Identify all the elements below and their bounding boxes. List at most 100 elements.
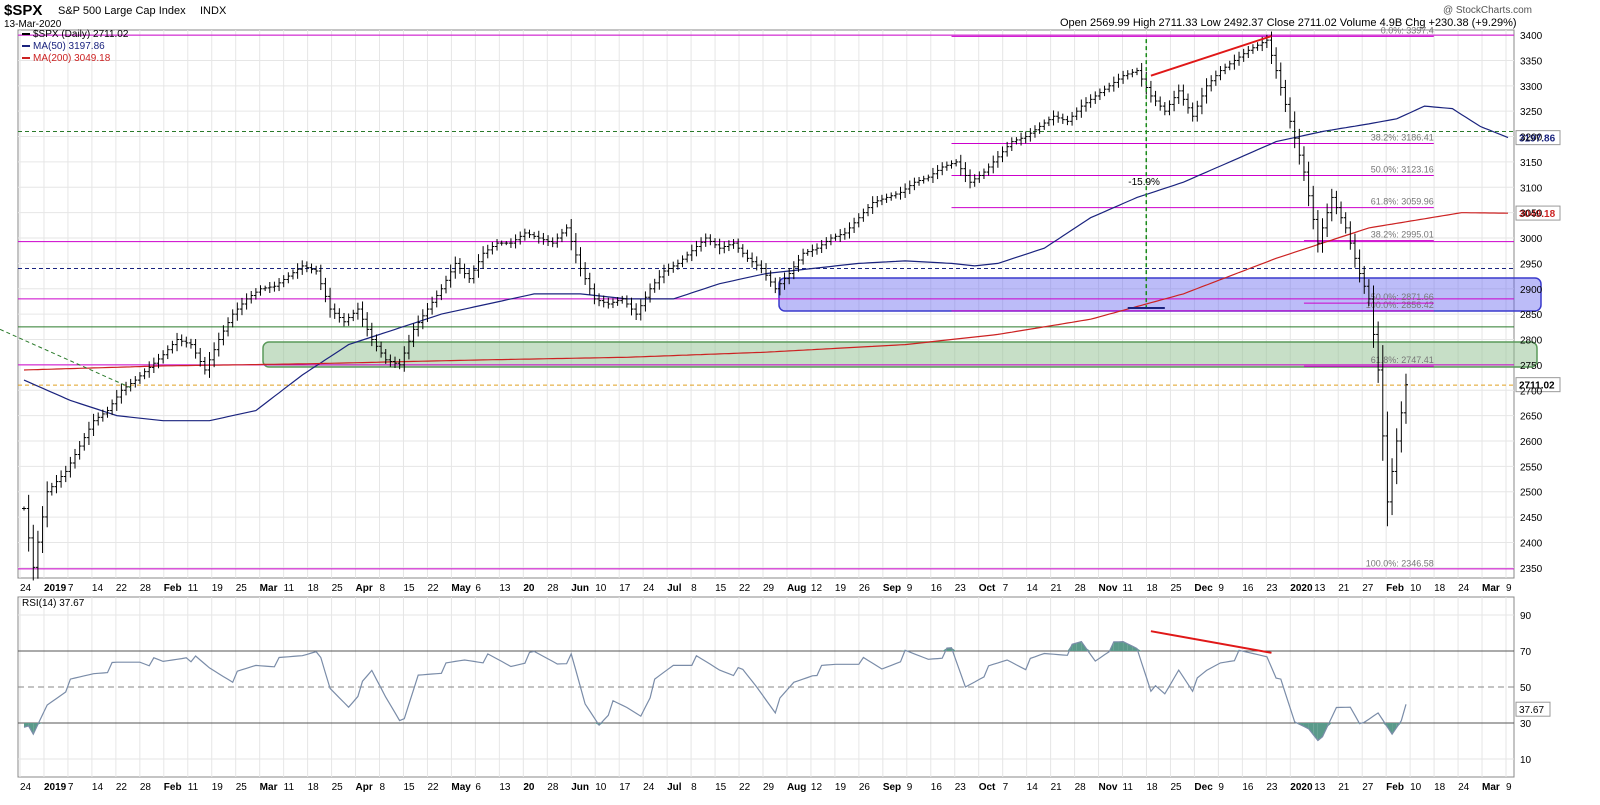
ma200-price-tag-box: [1515, 205, 1561, 221]
chg-label: Chg: [1405, 17, 1425, 29]
y-tick-label: 3350: [1520, 56, 1543, 67]
y-tick-label: 2850: [1520, 310, 1543, 321]
rsi-oversold-fill: [1308, 723, 1314, 735]
price-panel: [17, 29, 1515, 579]
price-grid: [18, 30, 1514, 578]
x-tick-label: 11: [1123, 782, 1134, 793]
x-tick-label: Mar: [1482, 782, 1500, 793]
x-tick-label: 25: [1170, 782, 1182, 793]
x-tick-label: Sep: [883, 782, 901, 793]
rsi-oversold-fill: [1392, 723, 1397, 735]
x-tick-label: Mar: [1482, 583, 1500, 594]
x-tick-label: 6: [475, 782, 481, 793]
y-tick-label: 3050: [1520, 209, 1543, 220]
x-tick-label: 8: [380, 782, 386, 793]
rsi-oversold-fill: [1303, 723, 1309, 729]
fib-label: 38.2%: 3186.41: [1371, 132, 1434, 142]
x-tick-label: 24: [1458, 583, 1470, 594]
x-tick-label: 23: [955, 782, 967, 793]
last-price-tag-box: [1515, 377, 1561, 393]
fib-label: 100.0%: 2346.58: [1366, 559, 1434, 569]
price-x-axis: 24 2019 7 14 22 28 Feb 11 19 25 Mar 11 18 25 Apr 8 15 22 M…: [20, 583, 1512, 594]
x-tick-label: 17: [619, 583, 631, 594]
x-tick-label: Mar: [260, 782, 278, 793]
x-tick-label: Feb: [1386, 583, 1404, 594]
drop-label: -15.9%: [1128, 177, 1160, 188]
volume-value: 4.9B: [1380, 17, 1403, 29]
ma200-price-tag: 3049.18: [1519, 209, 1556, 220]
x-tick-label: 28: [140, 583, 152, 594]
x-tick-label: 12: [811, 782, 823, 793]
fib-label: 100.0%: 2856.42: [1366, 300, 1434, 310]
x-tick-label: 22: [427, 782, 439, 793]
x-tick-label: 28: [547, 583, 559, 594]
x-tick-label: 22: [116, 782, 128, 793]
x-tick-label: 26: [859, 583, 871, 594]
x-tick-label: 15: [403, 583, 415, 594]
y-tick-label: 2350: [1520, 564, 1543, 575]
rsi-overbought-fill: [1234, 650, 1240, 651]
x-tick-label: 2020: [1290, 782, 1313, 793]
index-name: S&P 500 Large Cap Index: [58, 5, 186, 17]
x-tick-label: 8: [691, 583, 697, 594]
x-tick-label: 11: [188, 583, 199, 594]
x-tick-label: 9: [907, 583, 913, 594]
ma50-price-tag: 3197.86: [1519, 134, 1556, 145]
rsi-x-axis: 24 2019 7 14 22 28 Feb 11 19 25 Mar 11 18 25 Apr 8 15 22 M…: [20, 782, 1512, 793]
x-tick-label: 7: [1003, 782, 1009, 793]
ohlc-readout: Open 2569.99 High 2711.33 Low 2492.37 Cl…: [1060, 17, 1517, 29]
fib-label: 61.8%: 2747.41: [1371, 355, 1434, 365]
x-tick-label: 18: [1434, 782, 1446, 793]
rsi-value-tag: 37.67: [1519, 705, 1544, 716]
divergence-line-price: [1150, 35, 1272, 77]
x-tick-label: 18: [1146, 583, 1158, 594]
rsi-value-tag-box: [1515, 701, 1551, 717]
ohlc-bars: [22, 31, 1408, 581]
rsi-oversold-fill: [37, 723, 43, 725]
x-tick-label: 13: [499, 782, 511, 793]
x-tick-label: 24: [1458, 782, 1470, 793]
high-value: 2711.33: [1159, 17, 1198, 29]
rsi-overbought-fill: [1072, 642, 1077, 651]
x-tick-label: 16: [931, 583, 943, 594]
rsi-line: [23, 640, 1407, 742]
x-tick-label: 17: [619, 782, 631, 793]
y-tick-label: 2950: [1520, 259, 1543, 270]
x-tick-label: Feb: [1386, 782, 1404, 793]
x-tick-label: 25: [1170, 583, 1182, 594]
watermark: @ StockCharts.com: [1443, 5, 1532, 16]
support-zone-green: [262, 341, 1538, 368]
rsi-overbought-fill: [1118, 641, 1124, 651]
x-tick-label: 22: [116, 583, 128, 594]
x-tick-label: 6: [475, 583, 481, 594]
rsi-oversold-fill: [1382, 723, 1388, 728]
x-tick-label: 2019: [44, 583, 67, 594]
x-tick-label: 18: [1434, 583, 1446, 594]
fib-label: 0.0%: 3397.4: [1381, 25, 1434, 35]
x-tick-label: 24: [20, 583, 32, 594]
x-tick-label: 11: [284, 583, 295, 594]
exchange: INDX: [200, 5, 227, 17]
x-tick-label: 10: [1410, 583, 1422, 594]
x-tick-label: Sep: [883, 583, 901, 594]
x-tick-label: 7: [68, 782, 74, 793]
y-tick-label: 3400: [1520, 31, 1543, 42]
x-tick-label: 9: [1506, 583, 1512, 594]
x-tick-label: 28: [1075, 583, 1087, 594]
x-tick-label: 20: [523, 583, 535, 594]
x-tick-label: 21: [1051, 782, 1063, 793]
x-tick-label: 19: [835, 583, 847, 594]
x-tick-label: 7: [1003, 583, 1009, 594]
x-tick-label: 7: [68, 583, 74, 594]
x-tick-label: 19: [212, 782, 224, 793]
y-tick-label: 2400: [1520, 538, 1543, 549]
x-tick-label: 9: [1218, 583, 1224, 594]
fibonacci-lines: 0.0%: 3397.4 38.2%: 3186.41 50.0%: 3123.16…: [18, 25, 1514, 570]
x-tick-label: 23: [1266, 583, 1278, 594]
rsi-oversold-fill: [1354, 723, 1360, 724]
x-tick-label: 16: [931, 782, 943, 793]
low-label: Low: [1201, 17, 1221, 29]
annotations: -15.9% 3197.86 3049.18 2711.02: [0, 35, 1561, 393]
x-tick-label: Mar: [260, 583, 278, 594]
rsi-tick-label: 50: [1520, 683, 1532, 694]
